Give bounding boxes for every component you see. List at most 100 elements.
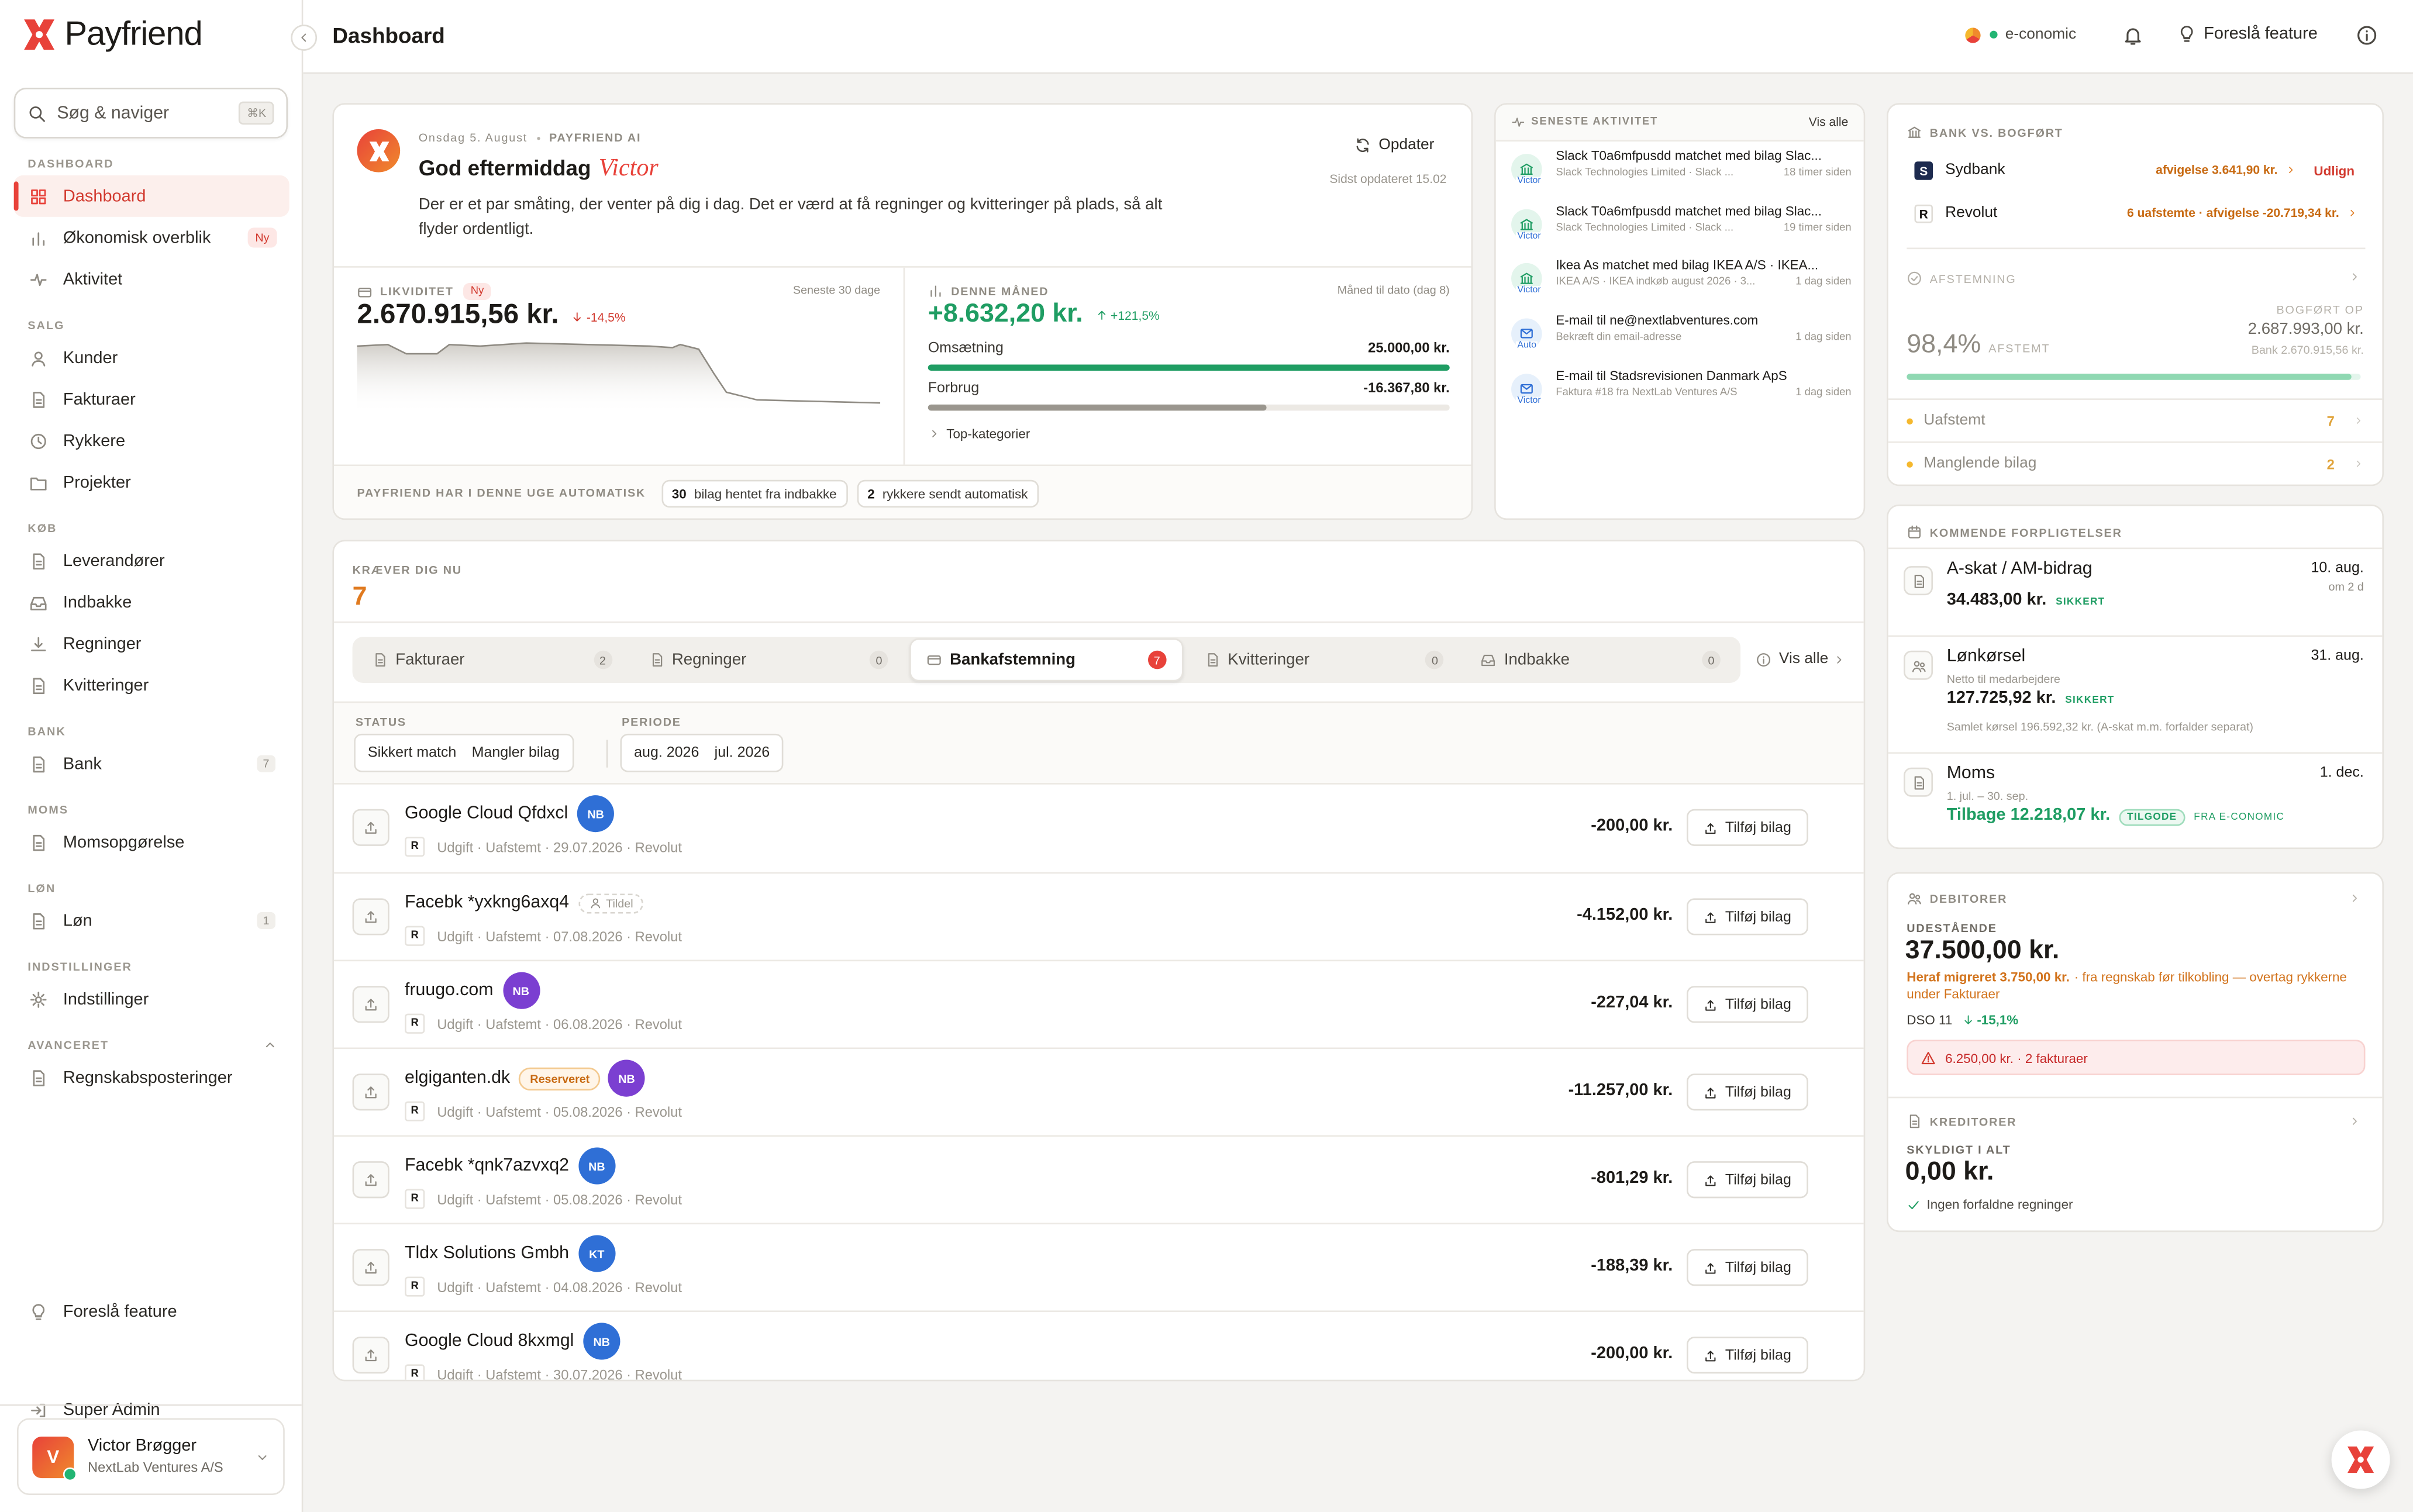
count-row[interactable]: Uafstemt 7 [1888,398,2383,441]
bank-badge: R [405,1364,425,1380]
icon [1705,1087,1716,1098]
activity-item[interactable]: Victor Slack T0a6mfpusdd matchet med bila… [1496,141,1864,197]
transaction-row[interactable]: Facebk *qnk7azvxq2 NB R Udgift · Uafstemt ·… [334,1135,1864,1223]
tab[interactable]: Indbakke 0 [1466,640,1736,679]
nav-item[interactable]: Indstillinger [14,978,289,1020]
info-button[interactable] [2356,25,2378,54]
activity-item[interactable]: Auto E-mail til ne@nextlabventures.com Bek… [1496,306,1864,362]
nav-item[interactable]: Rykkere [14,420,289,461]
icon-shape [35,995,42,1003]
transaction-row[interactable]: Google Cloud 8kxmgl NB R Udgift · Uafstemt … [334,1310,1864,1380]
reconcile-button[interactable]: Udlign [2314,163,2355,179]
attach-button[interactable]: Tilføj bilag [1687,898,1808,935]
attach-button[interactable]: Tilføj bilag [1687,1337,1808,1374]
notifications[interactable] [2122,25,2144,54]
transaction-row[interactable]: Tldx Solutions Gmbh KT R Udgift · Uafstemt … [334,1223,1864,1310]
transaction-row[interactable]: fruugo.com NB R Udgift · Uafstemt · 06.08.2… [334,959,1864,1048]
top-categories[interactable]: Top-kategorier [928,426,1030,441]
attach-button[interactable]: Tilføj bilag [1687,1161,1808,1199]
nav-label: Fakturaer [63,389,136,409]
divider [1888,1096,2383,1099]
icon [1907,893,1921,905]
nav-item[interactable]: Regninger [14,623,289,664]
filter-option[interactable]: Sikkert match [367,744,457,762]
tab-label: Regninger [671,650,747,669]
see-all[interactable]: Vis alle [1756,651,1845,668]
bank-row[interactable]: S Sydbank afvigelse 3.641,90 kr. Udlign [1888,151,2383,191]
nav-item[interactable]: Dashboard [13,175,289,217]
spend-label: Forbrug [928,379,980,397]
revenue-bar [928,364,1450,371]
footer-link[interactable]: Foreslå feature [14,1290,305,1332]
nav-item[interactable]: Leverandører [14,540,289,581]
nav-item[interactable]: Kvitteringer [14,664,289,706]
bank-row[interactable]: R Revolut 6 uafstemte · afvigelse -20.719,… [1888,194,2383,233]
activity-item[interactable]: Victor Ikea As matchet med bilag IKEA A/S… [1496,251,1864,307]
bank-badge: R [405,926,425,946]
transaction-row[interactable]: Google Cloud Qfdxcl NB R Udgift · Uafstemt … [334,785,1864,872]
icon-shape [33,755,45,772]
meta-text: Udgift · Uafstemt · 05.08.2026 · Revolut [437,1191,682,1207]
count-row[interactable]: Manglende bilag 2 [1888,441,2383,485]
tab[interactable]: Fakturaer 2 [357,640,627,679]
obligations-title: KOMMENDE FORPLIGTELSER [1929,525,2122,540]
collapse-button[interactable] [291,25,318,51]
tab[interactable]: Kvitteringer 0 [1189,640,1459,679]
transaction-row[interactable]: elgiganten.dk Reserveret NB R Udgift · Uafst… [334,1047,1864,1135]
filter-option[interactable]: Mangler bilag [471,744,560,762]
filter-separator [606,740,608,768]
obligation-item[interactable]: Moms 1. dec. 1. jul. – 30. sep. Tilbage 12.… [1888,752,2383,847]
icon-shape [1705,1350,1716,1361]
nav-item[interactable]: Aktivitet [14,258,289,300]
tab[interactable]: Regninger 0 [633,640,904,679]
icon [1705,1262,1716,1273]
icon-shape [2352,895,2357,902]
nav-item[interactable]: Kunder [14,337,289,378]
icon [33,1069,45,1086]
icon-shape [1705,912,1716,923]
nav-item[interactable]: Løn 1 [14,900,289,941]
filter-option[interactable]: jul. 2026 [714,744,770,762]
nav-item[interactable]: Projekter [14,461,289,503]
tab[interactable]: Bankafstemning 7 [909,638,1183,682]
activity-detail: Slack Technologies Limited · Slack ... [1556,222,1734,234]
nav-item[interactable]: Momsopgørelse [14,821,289,863]
nav-item[interactable]: Fakturaer [14,378,289,420]
filter-option[interactable]: aug. 2026 [634,744,699,762]
icon-shape [2352,1117,2357,1125]
obligation-amount-row: 34.483,00 kr. SIKKERT [1947,591,2105,609]
separator-dot [536,136,540,140]
creditors-status-text: Ingen forfaldne regninger [1926,1196,2073,1212]
user-initial: V [47,1445,60,1468]
overdue-alert[interactable]: 6.250,00 kr. · 2 fakturaer [1907,1040,2366,1075]
section-label: AVANCERET [27,1037,109,1052]
search-box[interactable]: Søg & naviger ⌘K [13,87,288,139]
user-card[interactable]: V Victor Brøgger NextLab Ventures A/S [16,1418,285,1496]
attach-button[interactable]: Tilføj bilag [1687,1249,1808,1286]
icon [1705,1175,1716,1186]
refresh-button[interactable]: Opdater [1354,137,1434,154]
activity-item[interactable]: Victor E-mail til Stadsrevisionen Danmark… [1496,361,1864,417]
attach-button[interactable]: Tilføj bilag [1687,986,1808,1023]
transaction-row[interactable]: Facebk *yxkng6axq4 Tildel R Udgift · Uafste… [334,872,1864,960]
attach-button[interactable]: Tilføj bilag [1687,1073,1808,1111]
obligation-item[interactable]: Lønkørsel 31. aug. Netto til medarbejdere 1… [1888,635,2383,752]
nav-item[interactable]: Bank 7 [14,743,289,785]
assistant-button[interactable] [2331,1430,2390,1489]
refresh-label: Opdater [1378,137,1435,154]
footer-link[interactable]: Super Admin [14,1389,305,1431]
nav-item[interactable]: Regnskabsposteringer [14,1057,289,1098]
nav-item[interactable]: Indbakke [14,581,289,623]
count-dot [1907,460,1913,467]
nav-count: 7 [256,755,276,772]
action-label: KRÆVER DIG NU [352,562,462,577]
obligation-item[interactable]: A-skat / AM-bidrag 10. aug. om 2 d 34.483,0… [1888,547,2383,636]
attach-button[interactable]: Tilføj bilag [1687,809,1808,846]
salutation: God eftermiddag [418,155,591,180]
nav-item[interactable]: Økonomisk overblik Ny [14,217,289,258]
assign-tag[interactable]: Tildel [578,893,644,913]
activity-title: Ikea As matchet med bilag IKEA A/S · IKE… [1556,257,1819,273]
suggest-feature[interactable]: Foreslå feature [2177,25,2318,43]
transaction-amount: -227,04 kr. [1591,993,1673,1013]
activity-item[interactable]: Victor Slack T0a6mfpusdd matchet med bila… [1496,196,1864,252]
